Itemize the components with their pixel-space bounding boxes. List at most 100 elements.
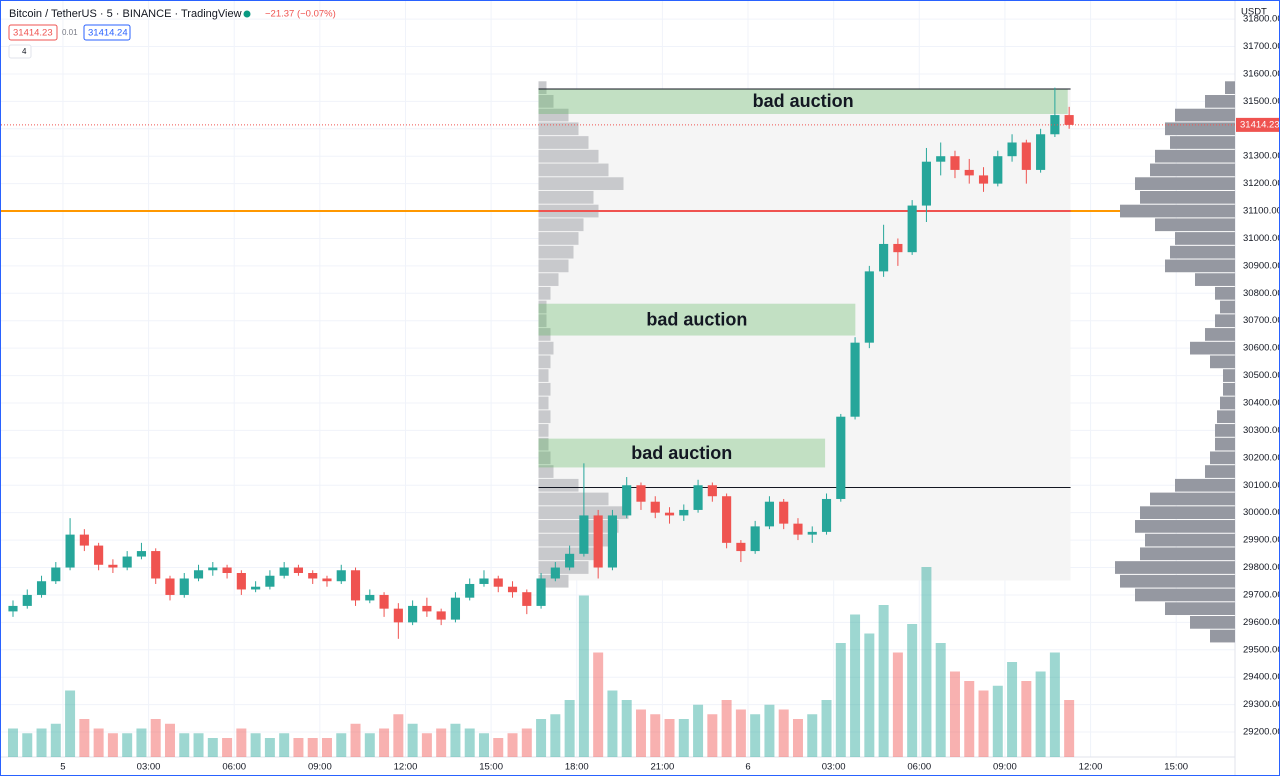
y-tick-label: 30800.00 [1243, 288, 1279, 299]
profile-bar [1205, 95, 1235, 108]
candle-body [693, 485, 703, 510]
volume-bar [693, 704, 704, 757]
x-tick-label: 18:00 [565, 762, 589, 773]
volume-bar [107, 733, 118, 757]
profile-bar [1190, 616, 1235, 629]
volume-bar [393, 714, 404, 757]
candle-body [65, 534, 75, 568]
profile-bar [1210, 355, 1235, 369]
x-tick-label: 06:00 [222, 762, 246, 773]
profile-bar [1210, 451, 1235, 465]
x-tick-label: 03:00 [137, 762, 161, 773]
y-tick-label: 30700.00 [1243, 315, 1279, 326]
candle-body [36, 581, 47, 595]
range-profile-bar [538, 396, 549, 410]
candle-body [322, 578, 332, 582]
volume-bar [36, 728, 47, 757]
candle-body [479, 578, 489, 584]
volume-bar [464, 728, 475, 757]
candle-body [365, 594, 375, 601]
volume-bar [436, 728, 447, 757]
volume-bar [536, 719, 547, 757]
range-profile-bar [538, 451, 551, 465]
profile-bar [1205, 328, 1235, 341]
candle-body [436, 611, 446, 620]
range-profile-bar [538, 328, 551, 341]
profile-bar [1165, 122, 1235, 136]
profile-bar [1135, 177, 1235, 190]
range-profile-bar [538, 136, 589, 149]
volume-bar [835, 643, 846, 757]
candle-body [279, 567, 289, 576]
currency: USDT [1241, 7, 1267, 18]
profile-bar [1220, 396, 1235, 410]
profile-bar [1140, 506, 1235, 520]
volume-bar [878, 605, 889, 757]
volume-bar [664, 719, 675, 757]
x-tick-label: 15:00 [1164, 762, 1188, 773]
profile-bar [1223, 382, 1235, 396]
bid-box [8, 24, 58, 41]
volume-bar [864, 633, 875, 757]
candle-body [308, 573, 318, 579]
volume-bar [935, 643, 946, 757]
candle-body [236, 573, 246, 590]
candle-body [208, 567, 218, 571]
x-tick-label: 09:00 [993, 762, 1017, 773]
volume-bar [65, 690, 76, 757]
candle-body [936, 156, 946, 162]
candle-body [165, 578, 175, 595]
y-tick-label: 31200.00 [1243, 178, 1279, 189]
y-tick-label: 30500.00 [1243, 370, 1279, 381]
volume-bar [164, 723, 175, 757]
candle-body [664, 512, 675, 516]
volume-bar [236, 728, 247, 757]
volume-bar [150, 719, 161, 757]
candle-body [122, 556, 132, 568]
volume-bar [850, 614, 861, 757]
profile-bar [1220, 300, 1235, 314]
candle-body [636, 485, 646, 502]
candle-body [336, 570, 346, 582]
candle-body [493, 578, 503, 587]
candle-body [550, 567, 560, 579]
volume-bar [22, 733, 33, 757]
candle-body [921, 161, 931, 206]
y-tick-label: 30600.00 [1243, 343, 1279, 354]
candle-body [422, 605, 432, 612]
volume-bar [421, 733, 432, 757]
x-tick-label: 06:00 [907, 762, 931, 773]
candle-body [964, 169, 974, 176]
candle-body [565, 553, 575, 568]
range-profile-bar [538, 520, 619, 533]
x-tick-label: 15:00 [479, 762, 503, 773]
indicators-toggle[interactable] [8, 44, 32, 59]
x-tick-label: 5 [60, 762, 65, 773]
volume-bar [707, 714, 718, 757]
candle-body [793, 523, 803, 535]
candle-body [408, 605, 418, 623]
range-profile-bar [538, 81, 547, 95]
annotation-text: bad auction [753, 91, 854, 111]
volume-bar [136, 728, 147, 757]
profile-bar [1155, 218, 1235, 232]
candle-body [836, 416, 846, 499]
volume-bar [578, 595, 589, 757]
range-profile-bar [538, 574, 569, 588]
volume-bar [764, 704, 775, 757]
candle-body [179, 578, 189, 595]
range-profile-bar [538, 341, 554, 355]
indicators-count: 4 [22, 47, 27, 56]
annotation-box [538, 89, 1068, 114]
profile-bar [1223, 369, 1235, 382]
candle-body [679, 509, 689, 516]
profile-bar [1215, 286, 1235, 300]
candle-body [222, 567, 232, 574]
annotation-box [538, 303, 856, 336]
volume-bar [222, 738, 233, 757]
profile-bar [1165, 602, 1235, 616]
volume-bar [721, 700, 732, 757]
candle-body [650, 501, 660, 513]
